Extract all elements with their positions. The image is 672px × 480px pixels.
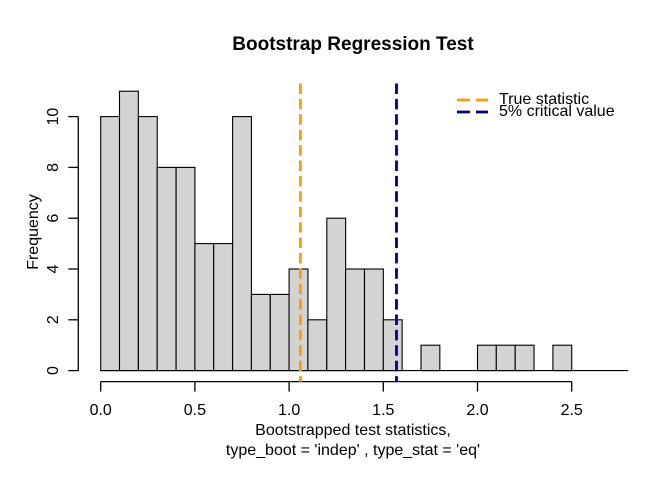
y-tick-label: 10 [45,108,62,126]
histogram-bar [345,268,365,372]
x-axis-label-line2: type_boot = 'indep' , type_stat = 'eq' [226,442,480,459]
y-axis-label: Frequency [25,194,42,270]
x-tick-label: 0.0 [90,402,112,419]
histogram-bar [514,344,535,372]
y-tick-label: 6 [45,214,62,223]
histogram-bar [118,90,139,372]
legend-item-true-statistic: True statistic [456,91,615,108]
histogram-bar [307,319,328,372]
legend-dash-critical-value [457,110,488,114]
x-axis-label-line1: Bootstrapped test statistics, [255,422,451,439]
histogram-bar [382,319,403,372]
histogram-bar [250,293,271,372]
y-tick-label: 8 [45,163,62,172]
x-tick-label: 1.0 [278,402,300,419]
y-tick-label: 2 [45,315,62,324]
histogram-bar [137,116,158,372]
legend-label-true-statistic: True statistic [499,91,590,108]
histogram-bar [213,243,234,372]
legend-dash-true-statistic [457,98,488,102]
histogram-bar [232,116,252,372]
histogram-bar [194,243,215,372]
histogram-bar [175,166,196,372]
chart-title: Bootstrap Regression Test [232,34,474,55]
histogram-bar [495,344,516,372]
histogram-bars [100,90,629,372]
histogram-bar [288,268,309,372]
histogram-bar [326,217,347,372]
x-tick-label: 2.5 [561,402,583,419]
x-tick-label: 2.0 [466,402,488,419]
x-axis: 0.0 0.5 1.0 1.5 2.0 2.5 [90,380,583,419]
histogram-bar [552,344,573,372]
histogram-bar [420,344,441,372]
legend-item-critical-value: 5% critical value [456,103,615,120]
y-tick-label: 4 [45,264,62,273]
x-tick-label: 1.5 [372,402,394,419]
histogram-bar [476,344,497,372]
reference-lines [298,83,398,382]
legend: True statistic 5% critical value [456,91,615,120]
y-axis: 0 2 4 6 8 10 [45,108,79,375]
y-tick-label: 0 [45,366,62,375]
histogram-bar [100,116,121,372]
x-tick-label: 0.5 [184,402,206,419]
histogram-bar [269,293,290,372]
histogram-bar [156,166,177,372]
histogram-bar [363,268,384,372]
legend-label-critical-value: 5% critical value [499,103,615,120]
